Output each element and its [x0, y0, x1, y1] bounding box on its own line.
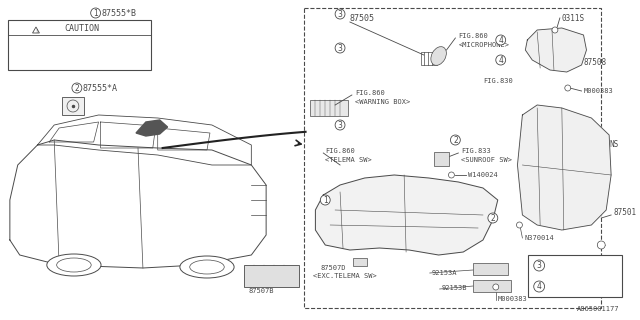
Text: FIG.833: FIG.833 — [461, 148, 491, 154]
Text: !: ! — [35, 28, 37, 34]
Circle shape — [552, 27, 558, 33]
Circle shape — [91, 8, 100, 18]
Text: 92153B: 92153B — [442, 285, 467, 291]
Text: 0451S: 0451S — [554, 282, 577, 291]
Bar — [310, 100, 348, 116]
Circle shape — [335, 43, 345, 53]
Bar — [434, 152, 449, 166]
Circle shape — [321, 195, 330, 205]
Text: FIG.860: FIG.860 — [458, 33, 488, 39]
Text: 2: 2 — [453, 135, 458, 145]
Circle shape — [335, 120, 345, 130]
Text: N370014: N370014 — [524, 235, 554, 241]
Text: 3: 3 — [338, 121, 342, 130]
Polygon shape — [525, 28, 586, 72]
Text: CAUTION: CAUTION — [64, 23, 99, 33]
Bar — [528, 255, 622, 297]
Bar — [353, 258, 367, 266]
Text: NS: NS — [609, 140, 618, 149]
Text: 0311S: 0311S — [562, 14, 585, 23]
Circle shape — [597, 241, 605, 249]
Circle shape — [493, 284, 499, 290]
Polygon shape — [10, 140, 266, 268]
Text: W140024: W140024 — [468, 172, 498, 178]
Text: 87507D: 87507D — [321, 265, 346, 271]
Polygon shape — [136, 120, 168, 136]
Text: <TELEMA SW>: <TELEMA SW> — [325, 157, 372, 163]
Bar — [473, 280, 511, 292]
Circle shape — [564, 85, 571, 91]
Text: 4: 4 — [537, 282, 541, 291]
Text: 3: 3 — [338, 10, 342, 19]
Text: FIG.860: FIG.860 — [355, 90, 385, 96]
Text: <MICROPHONE>: <MICROPHONE> — [458, 42, 509, 48]
Text: 4: 4 — [499, 36, 503, 44]
Text: <WARNING BOX>: <WARNING BOX> — [355, 99, 410, 105]
Text: 87555*A: 87555*A — [83, 84, 118, 92]
Bar — [303, 8, 601, 308]
Circle shape — [451, 135, 460, 145]
Circle shape — [516, 222, 522, 228]
Text: 87505: 87505 — [350, 14, 375, 23]
Text: 3: 3 — [338, 44, 342, 52]
Circle shape — [496, 35, 506, 45]
Text: FIG.830: FIG.830 — [483, 78, 513, 84]
Text: 87508: 87508 — [584, 58, 607, 67]
Bar — [244, 265, 299, 287]
Text: 87555*B: 87555*B — [102, 9, 136, 18]
Ellipse shape — [180, 256, 234, 278]
Circle shape — [534, 260, 545, 271]
Text: 1: 1 — [323, 196, 328, 204]
Circle shape — [496, 55, 506, 65]
Text: 4: 4 — [499, 55, 503, 65]
Text: M000383: M000383 — [498, 296, 527, 302]
Text: M000383: M000383 — [584, 88, 613, 94]
Polygon shape — [518, 105, 611, 230]
Text: 2: 2 — [490, 213, 495, 222]
Text: 92153A: 92153A — [432, 270, 457, 276]
Bar — [62, 97, 84, 115]
Bar — [473, 263, 508, 275]
Ellipse shape — [431, 47, 446, 65]
Circle shape — [72, 83, 82, 93]
Circle shape — [488, 213, 498, 223]
Text: FIG.860: FIG.860 — [325, 148, 355, 154]
Text: A865001177: A865001177 — [577, 306, 619, 312]
Circle shape — [335, 9, 345, 19]
Bar — [421, 52, 436, 65]
Text: <SUNROOF SW>: <SUNROOF SW> — [461, 157, 512, 163]
Text: 1: 1 — [93, 9, 98, 18]
Text: 3: 3 — [537, 261, 541, 270]
Text: 2: 2 — [74, 84, 79, 92]
Polygon shape — [316, 175, 498, 255]
Circle shape — [534, 281, 545, 292]
Text: Q550025: Q550025 — [554, 261, 586, 270]
Text: 87507B: 87507B — [248, 288, 274, 294]
Text: 87501: 87501 — [613, 208, 636, 217]
Ellipse shape — [47, 254, 101, 276]
Bar — [8, 20, 151, 70]
Text: <EXC.TELEMA SW>: <EXC.TELEMA SW> — [314, 273, 377, 279]
